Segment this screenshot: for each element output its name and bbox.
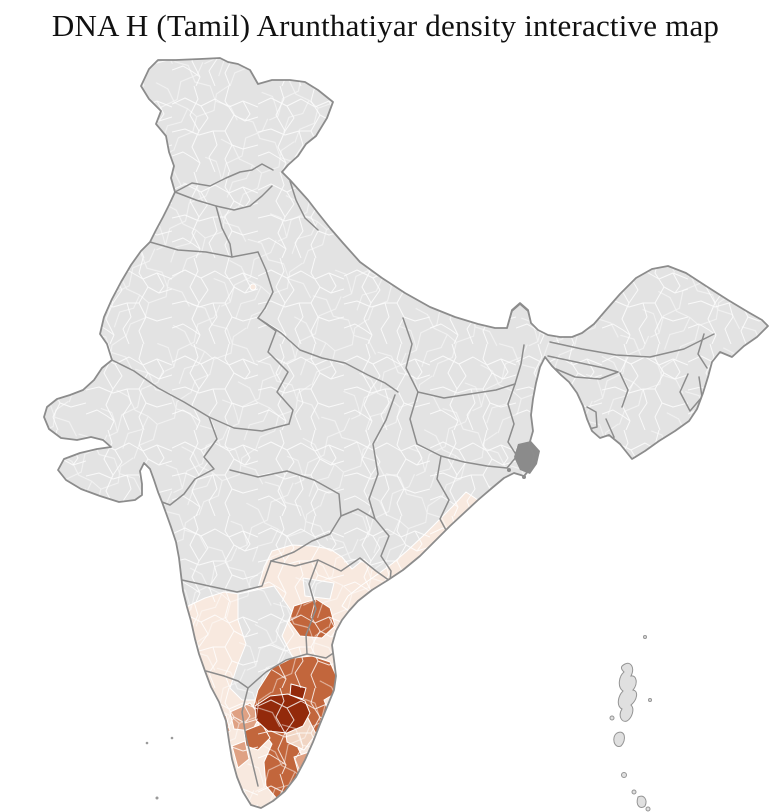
india-outline: [43, 57, 769, 809]
lakshadweep-islands[interactable]: [145, 736, 174, 800]
andaman-nicobar-islands[interactable]: [609, 635, 652, 812]
district-boundaries-texture-2: [44, 58, 768, 808]
sundarbans-delta: [507, 441, 540, 479]
state-borders: [111, 163, 715, 787]
map-title: DNA H (Tamil) Arunthatiyar density inter…: [51, 8, 720, 43]
